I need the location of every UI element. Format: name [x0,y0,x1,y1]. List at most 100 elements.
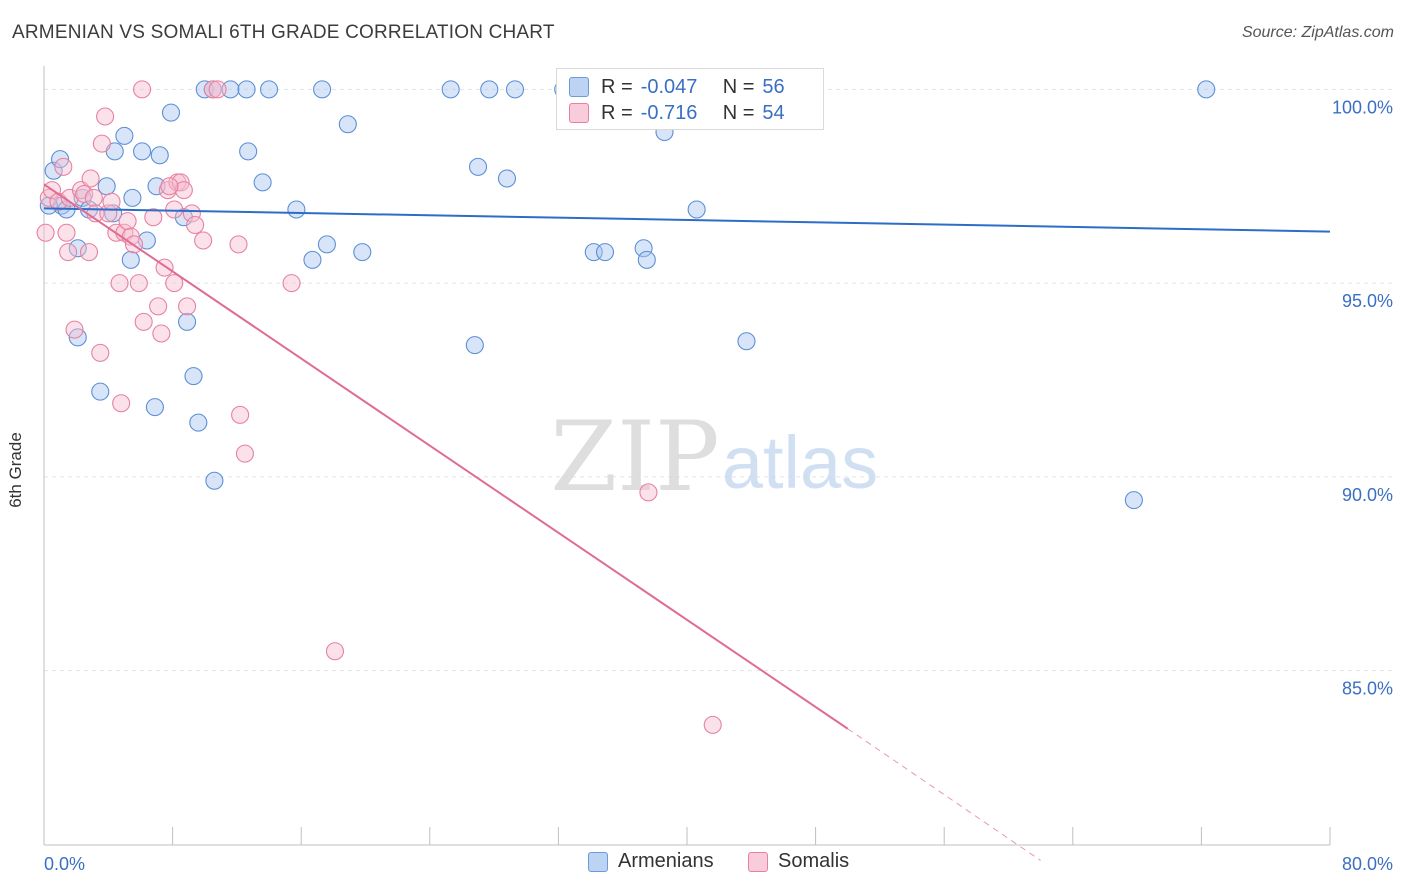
somali-point [133,80,152,99]
armenian-point [303,250,322,269]
trend-lines [43,183,1331,861]
stats-row-somalis: R = -0.716 N = 54 [569,100,785,126]
armenian-point [253,173,272,192]
somali-point [110,274,129,293]
armenian-n-value: 56 [762,75,785,98]
y-tick-label: 90.0% [1342,485,1393,505]
armenian-point [441,80,460,99]
y-tick-label: 100.0% [1332,97,1393,117]
somali-point [36,223,55,242]
legend-somali-swatch [748,851,768,872]
armenian-r-value: -0.047 [640,75,698,98]
somali-point [79,243,99,262]
armenian-points [39,80,1216,510]
somali-points [36,80,722,734]
somali-point [160,177,179,196]
armenian-point [91,382,110,401]
somali-swatch [569,103,589,123]
armenian-point [465,336,484,355]
armenian-swatch [569,77,589,97]
somali-r-label: R = [601,101,633,124]
somali-point [144,208,163,227]
somali-point [149,297,168,316]
y-tick-label: 85.0% [1342,679,1393,699]
legend-armenian-swatch [588,851,608,872]
somali-point [703,715,722,734]
somali-point [118,212,137,231]
somali-point [186,215,205,235]
somali-n-label: N = [722,101,755,124]
somali-point [91,343,110,362]
armenian-point [313,80,332,99]
armenian-point [259,80,279,99]
armenian-trend-line [43,207,1331,233]
somali-point [639,483,658,502]
armenian-point [1197,80,1216,99]
stats-legend: R = -0.047 N = 56 R = -0.716 N = 54 [556,68,824,130]
somali-point [235,444,254,463]
watermark-atlas: atlas [722,421,878,504]
watermark: ZIP atlas [550,401,878,513]
armenian-point [39,196,58,215]
armenian-point [737,332,756,351]
armenian-r-label: R = [601,75,633,98]
somali-point [165,274,184,293]
somali-point [231,405,250,424]
armenian-point [189,413,208,432]
armenian-point [634,239,653,258]
legend-armenian-label: Armenians [618,850,714,872]
somali-point [129,274,148,293]
armenian-point [133,142,152,161]
armenian-point [178,312,197,331]
legend-item-somalis[interactable]: Somalis [748,850,849,873]
x-tick-label-min: 0.0% [44,854,85,874]
somali-point [112,394,131,413]
armenian-point [480,80,499,99]
armenian-point [1124,491,1143,510]
armenian-point [468,157,488,176]
axes [43,66,1331,846]
armenian-point [44,161,63,180]
armenian-point [287,200,306,219]
y-tick-label: 95.0% [1342,291,1393,311]
somali-point [134,312,153,331]
armenian-point [123,188,142,207]
somali-point [92,134,111,153]
somali-point [152,324,171,343]
somali-n-value: 54 [762,101,785,124]
armenian-n-label: N = [722,75,755,98]
armenian-point [353,243,372,262]
x-tick-label-max: 80.0% [1342,854,1393,874]
somali-trend-extension [847,728,1041,861]
armenian-point [505,80,525,99]
stats-row-armenians: R = -0.047 N = 56 [569,74,785,100]
armenian-point [150,146,169,165]
source-credit: Source: ZipAtlas.com [1241,24,1394,41]
armenian-point [338,115,357,134]
armenian-point [68,239,87,258]
armenian-point [317,235,336,254]
armenian-point [115,126,134,145]
somali-point [282,274,301,293]
somali-point [59,243,78,262]
somali-point [65,320,84,339]
somali-point [84,188,103,207]
gridlines [44,88,1392,672]
armenian-point [205,471,224,490]
armenian-point [161,103,181,122]
armenian-point [595,243,615,262]
somali-point [165,200,184,219]
somali-point [229,235,248,254]
tick-labels: 85.0% 90.0% 95.0% 100.0% 0.0% 80.0% [44,97,1393,874]
legend-item-armenians[interactable]: Armenians [588,850,714,873]
somali-point [174,181,193,200]
armenian-point [121,250,140,269]
armenian-point [637,250,656,269]
somali-trend-line [43,183,849,730]
somali-point [54,157,73,176]
armenian-point [184,367,203,386]
somali-point [81,169,100,188]
armenian-point [147,177,166,196]
watermark-zip: ZIP [550,401,719,513]
